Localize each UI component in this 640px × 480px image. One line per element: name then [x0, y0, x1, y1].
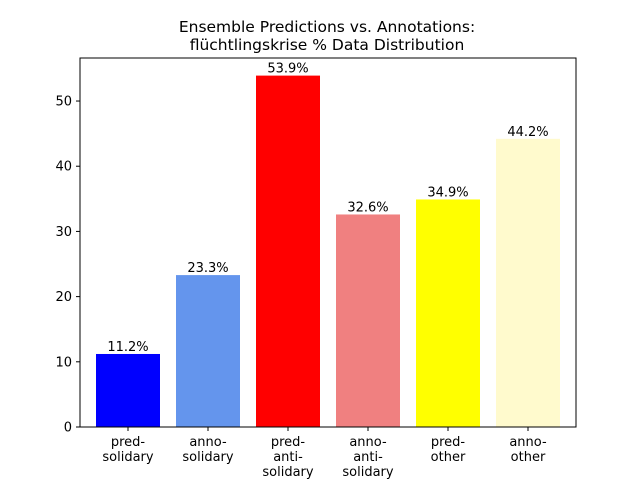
x-tick-label-line: anno- — [509, 435, 547, 450]
bars-group — [96, 75, 560, 427]
x-tick-label-line: other — [431, 450, 466, 465]
x-tick-label-line: anno- — [189, 435, 227, 450]
value-labels-group: 11.2% 23.3% 53.9% 32.6% 34.9% 44.2% — [107, 62, 548, 355]
bar-value-label-5: 44.2% — [507, 125, 548, 140]
x-tick-label-line: anno- — [349, 435, 387, 450]
bar-value-label-2: 53.9% — [267, 62, 308, 77]
bar-0 — [96, 353, 160, 427]
x-tick-label-line: solidary — [342, 465, 394, 480]
x-tick-label-1: anno-solidary — [182, 435, 234, 465]
plot-frame — [79, 57, 577, 428]
bar-3 — [336, 214, 400, 427]
y-axis: 0 10 20 30 40 50 — [55, 95, 80, 436]
x-tick-label-line: anti- — [273, 450, 303, 465]
bar-value-label-3: 32.6% — [347, 200, 388, 215]
x-tick-label-0: pred-solidary — [102, 435, 154, 465]
x-tick-label-5: anno-other — [509, 435, 547, 465]
bar-1 — [176, 275, 240, 427]
y-tick-label-5: 50 — [55, 95, 72, 110]
x-tick-label-3: anno-anti-solidary — [342, 435, 394, 480]
chart-title-line-2: flüchtlingskrise % Data Distribution — [190, 36, 465, 54]
x-tick-label-2: pred-anti-solidary — [262, 435, 314, 480]
bar-value-label-4: 34.9% — [427, 185, 468, 200]
x-tick-label-4: pred-other — [431, 435, 466, 465]
y-tick-label-2: 20 — [55, 290, 72, 305]
bar-2 — [256, 75, 320, 427]
x-tick-label-line: other — [511, 450, 546, 465]
x-tick-label-line: solidary — [262, 465, 314, 480]
bar-4 — [416, 199, 480, 427]
x-tick-label-line: pred- — [271, 435, 306, 450]
bar-value-label-1: 23.3% — [187, 261, 228, 276]
y-tick-label-4: 40 — [55, 160, 72, 175]
x-tick-label-line: anti- — [353, 450, 383, 465]
x-tick-label-line: pred- — [431, 435, 466, 450]
chart-title-line-1: Ensemble Predictions vs. Annotations: — [179, 18, 475, 36]
x-tick-label-line: solidary — [182, 450, 234, 465]
x-tick-label-line: pred- — [111, 435, 146, 450]
y-tick-label-0: 0 — [64, 421, 72, 436]
x-tick-label-line: solidary — [102, 450, 154, 465]
bar-value-label-0: 11.2% — [107, 340, 148, 355]
y-tick-label-3: 30 — [55, 225, 72, 240]
y-tick-label-1: 10 — [55, 355, 72, 370]
x-axis: pred-solidaryanno-solidarypred-anti-soli… — [102, 427, 547, 480]
bar-5 — [496, 138, 560, 427]
